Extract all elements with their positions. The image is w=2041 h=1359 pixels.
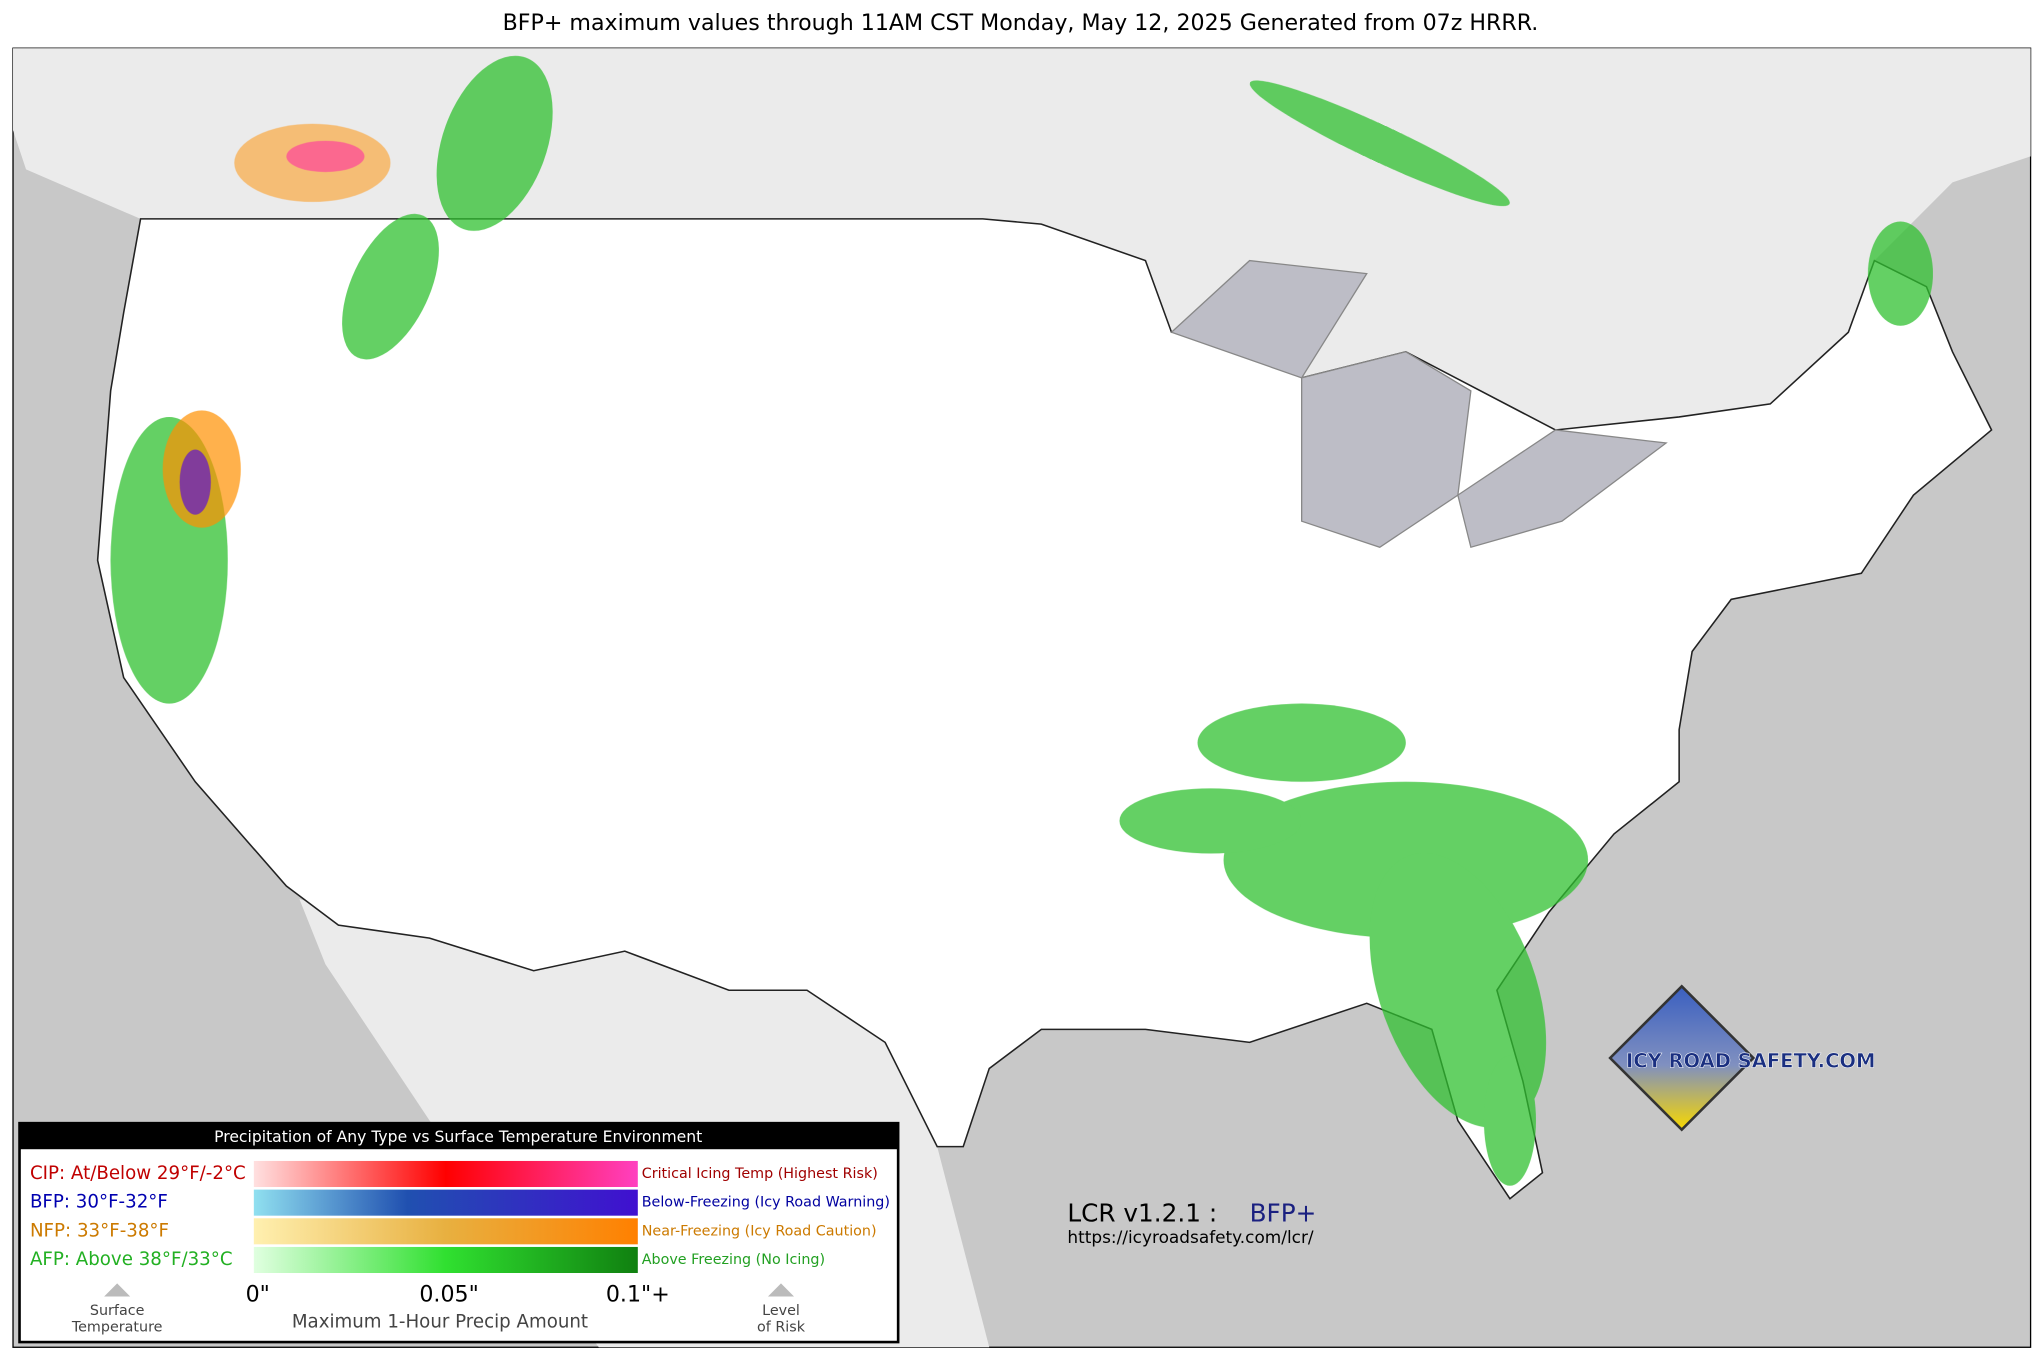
legend-header-bar bbox=[19, 1123, 899, 1150]
legend-header: Precipitation of Any Type vs Surface Tem… bbox=[214, 1128, 702, 1146]
title: BFP+ maximum values through 11AM CST Mon… bbox=[503, 10, 1539, 36]
right-marker-label: Level bbox=[762, 1303, 800, 1319]
legend-gradient bbox=[253, 1160, 638, 1188]
legend-row-label: BFP: 30°F-32°F bbox=[30, 1192, 168, 1213]
product: BFP+ bbox=[1250, 1198, 1317, 1227]
legend-row-description: Below-Freezing (Icy Road Warning) bbox=[642, 1195, 890, 1211]
legend-row-label: AFP: Above 38°F/33°C bbox=[30, 1249, 233, 1270]
legend-row-description: Above Freezing (No Icing) bbox=[642, 1252, 825, 1268]
left-marker-label: Surface bbox=[90, 1303, 145, 1319]
legend-row-description: Critical Icing Temp (Highest Risk) bbox=[642, 1166, 878, 1182]
legend-row-label: CIP: At/Below 29°F/-2°C bbox=[30, 1163, 246, 1184]
legend-row-label: NFP: 33°F-38°F bbox=[30, 1220, 169, 1241]
scale-label: 0" bbox=[246, 1282, 270, 1308]
legend-gradient bbox=[253, 1246, 638, 1274]
url: https://icyroadsafety.com/lcr/ bbox=[1067, 1227, 1314, 1247]
scale-label: 0.1"+ bbox=[606, 1282, 670, 1308]
axis-label: Maximum 1-Hour Precip Amount bbox=[292, 1312, 588, 1333]
precip-nfp-cip bbox=[162, 123, 391, 528]
precip-afp bbox=[110, 55, 1933, 1186]
legend-gradient bbox=[253, 1189, 638, 1216]
legend-row-description: Near-Freezing (Icy Road Caution) bbox=[642, 1223, 877, 1239]
logo: ICY ROAD SAFETY.COM bbox=[1608, 984, 1876, 1132]
great-lakes bbox=[1170, 259, 1668, 549]
right-marker-label: of Risk bbox=[757, 1320, 806, 1336]
scale-label: 0.05" bbox=[419, 1282, 478, 1308]
legend: Precipitation of Any Type vs Surface Tem… bbox=[18, 1121, 900, 1344]
version: LCR v1.2.1 : bbox=[1067, 1198, 1217, 1227]
left-marker-label: Temperature bbox=[71, 1320, 163, 1336]
legend-gradient bbox=[253, 1218, 638, 1245]
logo-text: ICY ROAD SAFETY.COM bbox=[1626, 1049, 1875, 1072]
